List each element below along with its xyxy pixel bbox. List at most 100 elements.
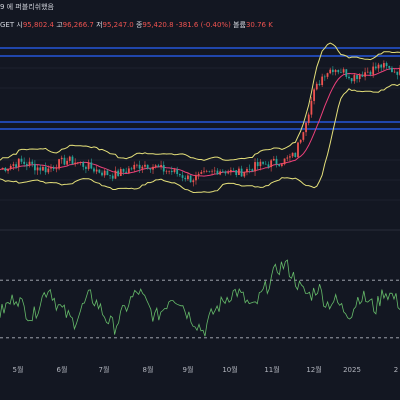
candle-body (7, 168, 9, 171)
candle-body (345, 69, 348, 77)
candle-body (213, 170, 216, 172)
candle-body (393, 71, 396, 73)
candle-body (331, 69, 334, 73)
publish-note: 9 에 퍼블리쉬했음 (0, 3, 54, 11)
candle-body (157, 165, 160, 167)
horizontal-levels (0, 47, 400, 201)
candle-body (334, 69, 337, 73)
high-value: 96,266.7 (62, 21, 94, 29)
candle-body (28, 161, 31, 166)
candle-body (133, 164, 136, 170)
candle-body (68, 156, 71, 161)
candle-body (305, 122, 307, 133)
candle-body (122, 168, 125, 172)
candle-body (313, 89, 315, 101)
x-axis: 5월 6월 7월 8월 9월 10월 11월 12월 2025 2 (13, 365, 399, 374)
candle-body (203, 171, 205, 173)
candle-body (136, 164, 138, 166)
candle-body (76, 162, 79, 163)
candle-body (238, 168, 240, 175)
candle-body (340, 72, 342, 73)
candle-body (280, 164, 283, 166)
candle-body (79, 162, 82, 163)
candle-body (272, 158, 275, 161)
candle-body (380, 64, 383, 68)
candle-body (162, 164, 165, 172)
candle-body (289, 156, 291, 158)
candle-body (307, 114, 310, 123)
volume-value: 30.76 K (245, 21, 273, 29)
candle-body (323, 76, 326, 78)
candle-body (382, 63, 385, 68)
candle-body (114, 170, 117, 179)
candle-body (87, 162, 90, 169)
candle-body (47, 168, 50, 173)
candle-body (229, 170, 232, 173)
candle-body (101, 172, 103, 176)
candle-body (141, 166, 144, 169)
candle-body (154, 165, 157, 167)
candle-body (98, 169, 101, 173)
candle-body (246, 168, 248, 173)
candle-body (297, 142, 299, 157)
candle-body (291, 152, 294, 157)
candle-body (15, 164, 18, 168)
candle-body (302, 132, 305, 140)
candle-body (149, 168, 152, 170)
change-value: -381.6 (-0.40%) (175, 21, 231, 29)
candle-body (33, 163, 36, 171)
candle-body (192, 180, 195, 183)
candle-body (366, 71, 369, 73)
candle-body (63, 157, 66, 165)
candle-body (275, 158, 278, 165)
candle-body (262, 161, 264, 164)
volume-label: 볼륨 (233, 21, 246, 29)
candle-body (125, 171, 128, 173)
candle-body (9, 165, 12, 169)
candle-body (60, 157, 63, 160)
candle-body (364, 72, 367, 77)
candle-body (353, 75, 356, 82)
candle-body (270, 160, 273, 168)
candle-body (1, 167, 4, 170)
candle-body (50, 167, 52, 169)
candle-body (42, 167, 44, 171)
candle-body (299, 139, 302, 143)
candle-body (216, 170, 219, 175)
x-tick-label: 11월 (264, 365, 279, 374)
candle-body (219, 171, 222, 175)
candle-body (396, 71, 399, 75)
bb-upper-line (0, 42, 400, 161)
x-tick-label: 2 (394, 366, 398, 374)
candle-body (251, 169, 254, 172)
candle-body (235, 170, 238, 175)
candle-body (25, 163, 28, 166)
oscillator-line (0, 259, 400, 337)
x-tick-label: 9월 (183, 365, 194, 374)
candle-body (243, 172, 246, 177)
candle-body (321, 76, 324, 86)
candle-body (66, 160, 69, 165)
candle-body (267, 164, 270, 168)
candle-body (4, 167, 7, 171)
candle-body (329, 69, 332, 74)
candle-body (248, 168, 251, 170)
candle-body (187, 175, 189, 180)
x-tick-label: 5월 (13, 365, 24, 374)
candle-body (39, 167, 42, 171)
candle-body (138, 164, 141, 169)
close-value: 95,420.8 (142, 21, 174, 29)
candle-body (342, 69, 345, 73)
symbol-fragment: GET (0, 21, 15, 29)
candle-body (127, 168, 130, 173)
candle-body (205, 170, 208, 172)
low-value: 95,247.0 (102, 21, 134, 29)
candle-body (240, 168, 243, 177)
candle-body (377, 64, 380, 69)
candle-body (254, 162, 256, 172)
candle-body (294, 152, 297, 157)
candle-body (90, 162, 93, 169)
candle-body (224, 171, 227, 174)
